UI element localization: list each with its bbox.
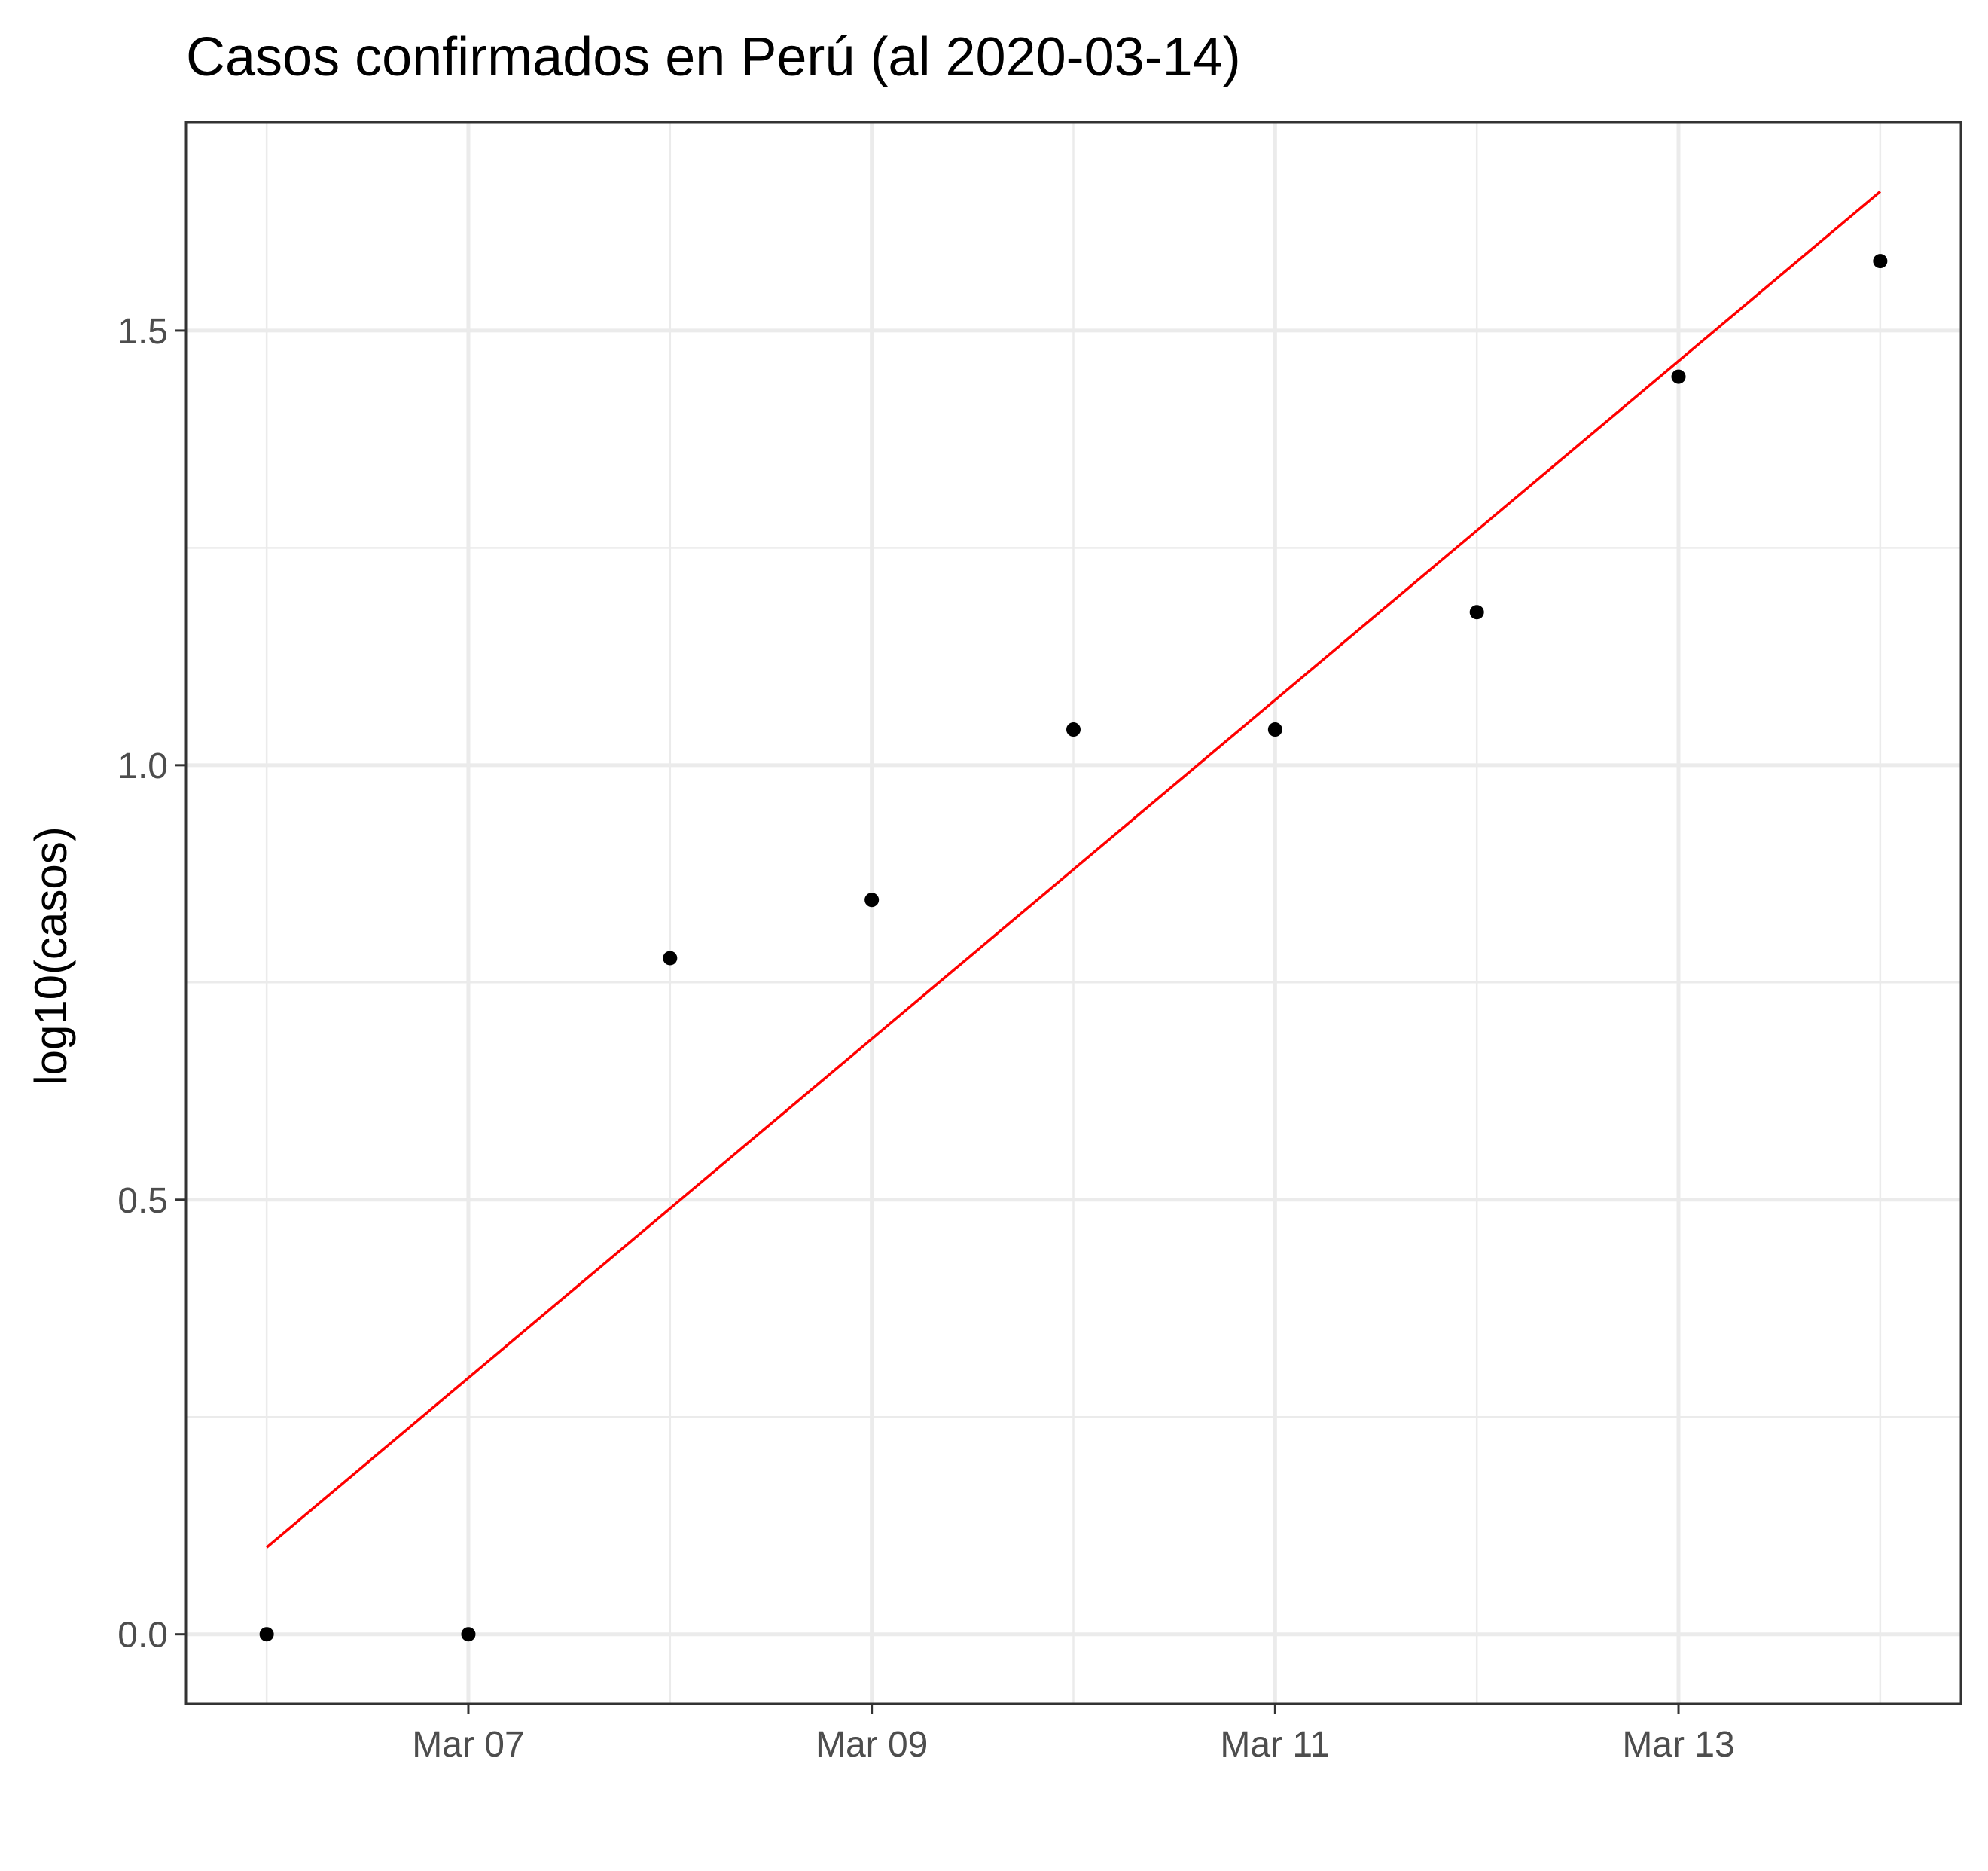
y-tick-label: 0.0 <box>117 1616 168 1656</box>
data-point <box>864 893 880 908</box>
panel-border <box>184 121 1962 1705</box>
data-point <box>1267 722 1282 737</box>
data-point <box>1873 254 1888 269</box>
x-tick-label: Mar 13 <box>1622 1725 1734 1765</box>
data-point <box>663 951 678 966</box>
fit-line <box>266 190 1881 1549</box>
y-tick-label: 1.0 <box>117 746 168 786</box>
y-axis-title: log10(casos) <box>26 826 76 1085</box>
plot-area: 0.0 0.5 1.0 1.5 Mar 07 Mar 09 Mar 11 Mar 13 <box>117 121 1962 1765</box>
data-point <box>1671 369 1686 384</box>
x-tick-label: Mar 11 <box>1220 1725 1330 1765</box>
x-tick-label: Mar 09 <box>816 1725 928 1765</box>
data-point <box>1066 722 1081 737</box>
data-point <box>1469 605 1484 620</box>
data-point <box>259 1627 274 1642</box>
chart-title: Casos confirmados en Perú (al 2020-03-14… <box>186 27 1241 87</box>
x-tick-label: Mar 07 <box>412 1725 524 1765</box>
y-tick-label: 1.5 <box>117 312 168 352</box>
y-tick-label: 0.5 <box>117 1181 168 1221</box>
data-point <box>461 1627 476 1642</box>
